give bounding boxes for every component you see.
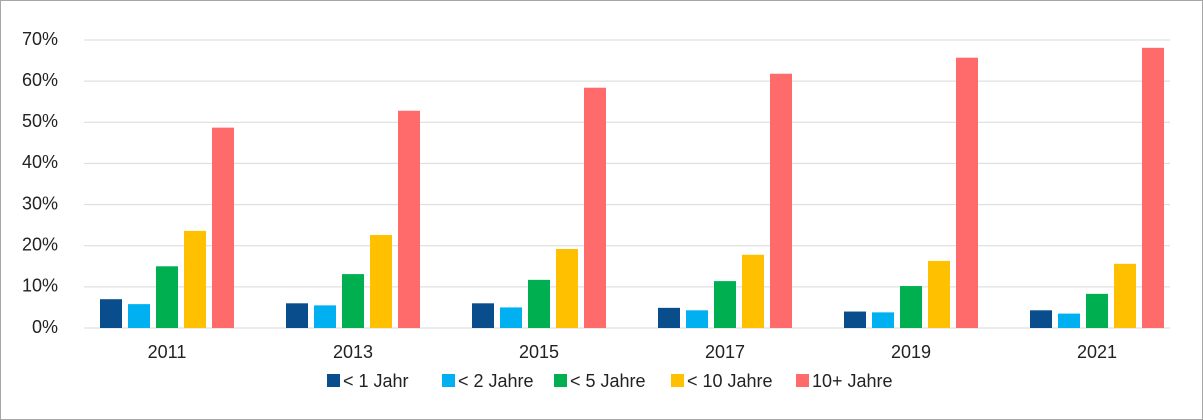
bar bbox=[156, 266, 178, 328]
legend-label: < 1 Jahr bbox=[343, 371, 409, 391]
bar bbox=[528, 279, 550, 328]
x-tick-label: 2011 bbox=[148, 342, 187, 362]
legend-label: < 5 Jahre bbox=[570, 371, 646, 391]
bar bbox=[714, 281, 736, 328]
bar bbox=[398, 110, 420, 328]
y-tick-label: 50% bbox=[22, 111, 58, 131]
y-tick-label: 30% bbox=[22, 193, 58, 213]
y-tick-label: 10% bbox=[22, 276, 58, 296]
y-tick-label: 70% bbox=[22, 29, 58, 49]
bar bbox=[1058, 313, 1080, 328]
bar bbox=[770, 73, 792, 328]
bar bbox=[342, 274, 364, 328]
legend-label: 10+ Jahre bbox=[812, 371, 893, 391]
legend-swatch bbox=[796, 374, 809, 387]
y-tick-label: 40% bbox=[22, 152, 58, 172]
legend-swatch bbox=[554, 374, 567, 387]
bar bbox=[370, 235, 392, 328]
legend-label: < 2 Jahre bbox=[458, 371, 534, 391]
bar bbox=[956, 57, 978, 328]
legend-swatch bbox=[671, 374, 684, 387]
bar bbox=[686, 310, 708, 328]
bar bbox=[472, 303, 494, 328]
bar bbox=[100, 299, 122, 328]
x-tick-label: 2021 bbox=[1077, 342, 1117, 362]
bar bbox=[556, 249, 578, 328]
bar bbox=[184, 230, 206, 328]
bar bbox=[584, 87, 606, 329]
bar bbox=[1142, 47, 1164, 329]
bar bbox=[128, 304, 150, 328]
bar bbox=[1114, 263, 1136, 328]
legend-swatch bbox=[327, 374, 340, 387]
bar bbox=[314, 305, 336, 328]
bar bbox=[928, 260, 950, 328]
bar bbox=[1086, 293, 1108, 328]
x-tick-label: 2013 bbox=[333, 342, 373, 362]
bar bbox=[500, 307, 522, 328]
bar bbox=[212, 127, 234, 329]
bar bbox=[658, 307, 680, 328]
y-tick-label: 20% bbox=[22, 234, 58, 254]
bar bbox=[872, 312, 894, 328]
x-tick-label: 2019 bbox=[891, 342, 931, 362]
bar bbox=[286, 303, 308, 328]
x-tick-label: 2015 bbox=[519, 342, 559, 362]
y-tick-label: 0% bbox=[32, 317, 58, 337]
x-tick-label: 2017 bbox=[705, 342, 745, 362]
bar bbox=[1030, 310, 1052, 328]
y-tick-label: 60% bbox=[22, 70, 58, 90]
bar bbox=[844, 311, 866, 328]
bar bbox=[742, 254, 764, 328]
legend-swatch bbox=[442, 374, 455, 387]
legend-label: < 10 Jahre bbox=[687, 371, 773, 391]
bar bbox=[900, 286, 922, 328]
